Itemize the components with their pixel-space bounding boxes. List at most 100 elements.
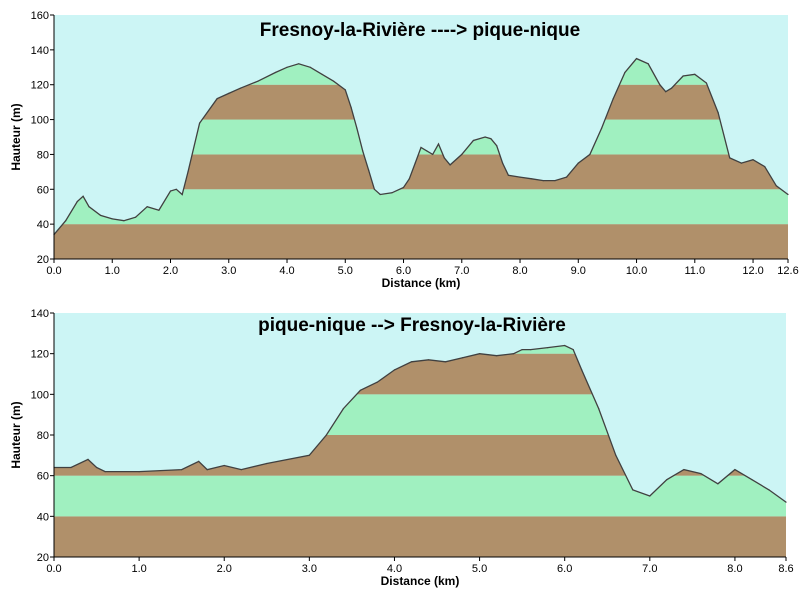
profile-point xyxy=(659,84,661,86)
profile-point xyxy=(612,98,614,100)
profile-point xyxy=(408,178,410,180)
profile-point xyxy=(123,220,125,222)
profile-point xyxy=(206,469,208,471)
y-tick-label: 80 xyxy=(37,149,49,161)
profile-point xyxy=(734,469,736,471)
profile-point xyxy=(432,153,434,155)
profile-point xyxy=(635,58,638,60)
profile-point xyxy=(615,454,617,456)
profile-point xyxy=(175,188,177,190)
x-tick-label: 8.0 xyxy=(727,563,742,575)
x-axis-title: Distance (km) xyxy=(381,574,460,588)
profile-point xyxy=(775,185,777,187)
y-tick-label: 20 xyxy=(37,254,49,266)
y-axis-title: Hauteur (m) xyxy=(9,401,23,468)
x-tick-label: 8.0 xyxy=(512,265,527,277)
profile-point xyxy=(187,171,189,173)
profile-point xyxy=(572,349,574,351)
y-tick-label: 60 xyxy=(37,184,49,196)
profile-point xyxy=(198,460,200,462)
y-tick-label: 60 xyxy=(37,471,49,483)
profile-point xyxy=(146,206,148,208)
profile-point xyxy=(427,359,430,361)
profile-point xyxy=(199,122,201,124)
y-tick-label: 120 xyxy=(31,349,49,361)
profile-point xyxy=(426,150,428,152)
profile-point xyxy=(700,473,702,475)
profile-point xyxy=(649,495,651,497)
profile-point xyxy=(376,381,378,383)
profile-point xyxy=(342,408,344,410)
y-tick-label: 100 xyxy=(31,115,49,127)
y-tick-label: 140 xyxy=(31,45,49,57)
elevation-band-40 xyxy=(54,475,786,517)
x-tick-label: 4.0 xyxy=(279,265,294,277)
x-tick-label: 7.0 xyxy=(454,265,469,277)
profile-point xyxy=(462,357,464,359)
y-tick-label: 20 xyxy=(37,552,49,564)
x-tick-label: 0.0 xyxy=(46,265,61,277)
profile-point xyxy=(502,162,504,164)
elevation-band-40 xyxy=(54,189,788,225)
profile-point xyxy=(577,162,579,164)
profile-point xyxy=(420,146,422,149)
profile-point xyxy=(472,139,474,142)
x-tick-label: 5.0 xyxy=(472,563,487,575)
y-tick-label: 100 xyxy=(31,389,49,401)
profile-point xyxy=(764,166,766,168)
profile-point xyxy=(181,469,183,471)
profile-point xyxy=(76,200,78,203)
profile-point xyxy=(437,143,440,145)
x-tick-label: 10.0 xyxy=(626,265,647,277)
profile-point xyxy=(325,434,327,436)
elevation-band-20 xyxy=(54,516,786,557)
profile-point xyxy=(531,178,533,180)
profile-point xyxy=(479,353,481,355)
profile-point xyxy=(414,162,416,164)
profile-point xyxy=(449,164,451,166)
profile-point xyxy=(393,369,396,371)
profile-point xyxy=(410,361,413,363)
profile-point xyxy=(228,92,230,94)
profile-point xyxy=(694,73,696,75)
profile-point xyxy=(402,186,405,189)
profile-point xyxy=(740,162,743,164)
profile-point xyxy=(111,218,113,220)
profile-point xyxy=(581,369,583,371)
profile-point xyxy=(598,408,600,410)
x-tick-label: 3.0 xyxy=(221,265,236,277)
profile-point xyxy=(286,66,288,68)
profile-point xyxy=(589,153,591,155)
y-tick-label: 120 xyxy=(31,80,49,92)
profile-point xyxy=(443,157,445,159)
profile-point xyxy=(519,176,521,178)
profile-point xyxy=(373,188,375,190)
x-tick-label: 3.0 xyxy=(302,563,317,575)
profile-point xyxy=(496,355,498,357)
profile-point xyxy=(96,466,98,469)
profile-point xyxy=(65,220,67,222)
profile-point xyxy=(521,349,523,351)
profile-point xyxy=(391,192,393,194)
profile-point xyxy=(683,469,685,471)
profile-point xyxy=(787,193,789,196)
chart-title: pique-nique --> Fresnoy-la-Rivière xyxy=(258,315,566,336)
profile-point xyxy=(444,361,447,363)
profile-point xyxy=(362,150,364,152)
x-tick-label: 1.0 xyxy=(105,265,120,277)
profile-point xyxy=(717,112,719,114)
profile-point xyxy=(223,464,225,467)
profile-point xyxy=(181,193,183,196)
profile-point xyxy=(705,82,708,84)
profile-point xyxy=(752,159,754,161)
y-tick-label: 40 xyxy=(37,219,49,231)
profile-point xyxy=(368,169,370,171)
y-axis-title: Hauteur (m) xyxy=(9,103,23,170)
profile-point xyxy=(564,344,566,347)
x-tick-label: 8.6 xyxy=(778,563,793,575)
profile-point xyxy=(530,349,532,351)
profile-point xyxy=(100,214,102,216)
profile-point xyxy=(461,153,463,155)
x-tick-label: 1.0 xyxy=(131,563,146,575)
x-tick-label: 7.0 xyxy=(642,563,657,575)
